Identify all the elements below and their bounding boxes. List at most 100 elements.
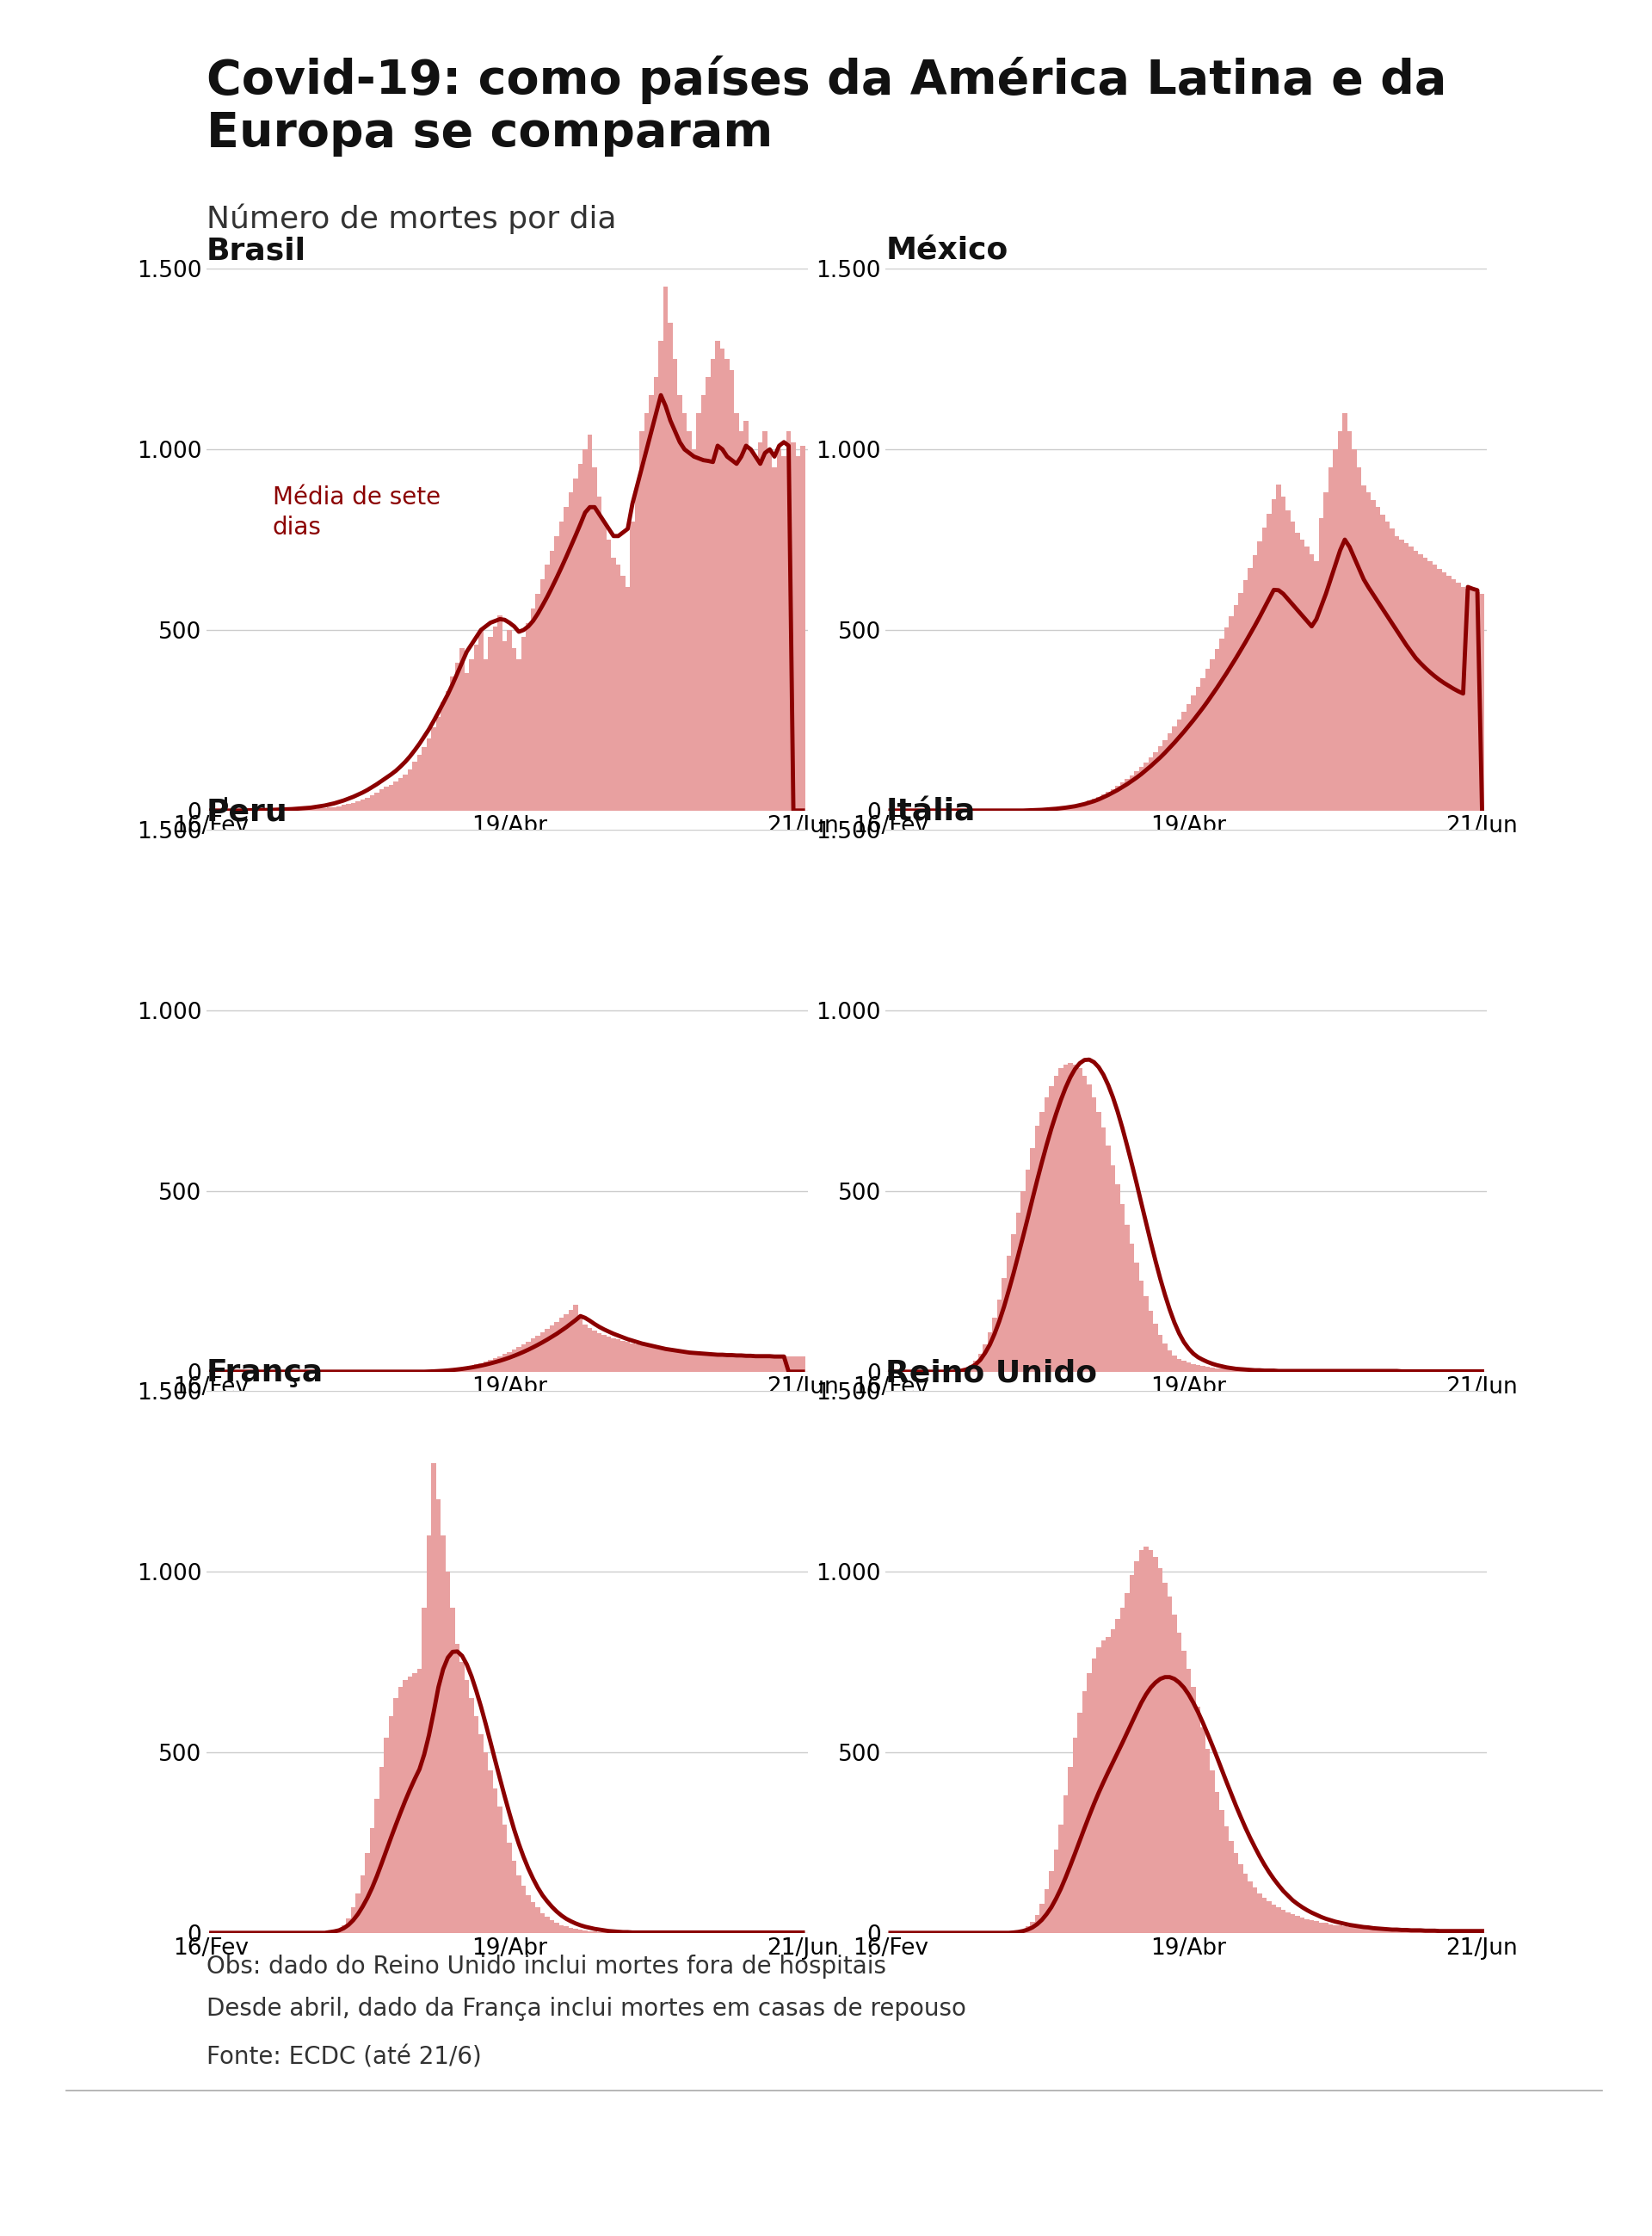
Bar — [1376, 1930, 1381, 1932]
Bar — [1031, 1147, 1034, 1371]
Bar — [767, 449, 771, 812]
Bar — [502, 1825, 507, 1932]
Bar — [781, 1355, 786, 1371]
Bar — [1006, 1257, 1011, 1371]
Bar — [1417, 555, 1422, 812]
Bar — [454, 1643, 459, 1932]
Text: Brasil: Brasil — [206, 237, 306, 266]
Bar — [1219, 1811, 1224, 1932]
Bar — [1242, 1874, 1247, 1932]
Bar — [763, 1355, 767, 1371]
Bar — [545, 1916, 550, 1932]
Bar — [507, 1842, 512, 1932]
Bar — [743, 1355, 748, 1371]
Bar — [375, 792, 380, 812]
Text: Fonte: ECDC (até 21/6): Fonte: ECDC (até 21/6) — [206, 2046, 482, 2068]
Bar — [451, 1608, 454, 1932]
Bar — [370, 1829, 375, 1932]
Bar — [555, 1923, 558, 1932]
Bar — [512, 1348, 517, 1371]
Bar — [1105, 792, 1110, 812]
Bar — [1171, 1355, 1176, 1371]
Bar — [1381, 1930, 1384, 1932]
Bar — [588, 1328, 591, 1371]
Bar — [1290, 521, 1295, 812]
Bar — [1361, 485, 1366, 812]
Bar — [1115, 1619, 1120, 1932]
Bar — [459, 648, 464, 812]
Bar — [1267, 1901, 1272, 1932]
Bar — [748, 449, 753, 812]
Bar — [1064, 807, 1067, 812]
Bar — [525, 1342, 530, 1371]
Bar — [454, 1368, 459, 1371]
Bar — [1280, 496, 1285, 812]
Bar — [1148, 1550, 1153, 1932]
Bar — [383, 787, 388, 812]
Bar — [710, 360, 715, 812]
Bar — [1427, 561, 1432, 812]
Bar — [786, 432, 791, 812]
Bar — [1130, 1243, 1135, 1371]
Bar — [1272, 499, 1277, 812]
Bar — [639, 432, 644, 812]
Bar — [1475, 593, 1480, 812]
Bar — [692, 449, 697, 812]
Bar — [1371, 1930, 1376, 1932]
Bar — [1460, 586, 1465, 812]
Bar — [1110, 1630, 1115, 1932]
Bar — [393, 783, 398, 812]
Bar — [659, 340, 662, 812]
Bar — [1067, 1062, 1072, 1371]
Bar — [403, 774, 408, 812]
Bar — [487, 1359, 492, 1371]
Bar — [1110, 1165, 1115, 1371]
Bar — [1163, 740, 1168, 812]
Bar — [469, 1366, 474, 1371]
Text: BBC: BBC — [1485, 2169, 1525, 2191]
Bar — [677, 396, 682, 812]
Bar — [1135, 1561, 1138, 1932]
Bar — [1054, 1849, 1059, 1932]
Bar — [1206, 669, 1209, 812]
Bar — [1346, 432, 1351, 812]
Bar — [342, 805, 347, 812]
Bar — [725, 360, 730, 812]
Bar — [563, 1927, 568, 1932]
Bar — [1049, 1872, 1054, 1932]
Bar — [1087, 1084, 1092, 1371]
Bar — [1115, 1185, 1120, 1371]
Bar — [1115, 787, 1120, 812]
Bar — [1092, 798, 1097, 812]
Bar — [1247, 1880, 1252, 1932]
Bar — [1072, 1064, 1077, 1371]
Bar — [1285, 510, 1290, 812]
Bar — [1323, 492, 1328, 812]
Bar — [596, 1333, 601, 1371]
Bar — [1310, 1921, 1313, 1932]
Bar — [360, 800, 365, 812]
Bar — [1262, 528, 1267, 812]
Bar — [1092, 1659, 1097, 1932]
Bar — [659, 1348, 662, 1371]
Bar — [573, 1930, 578, 1932]
Bar — [1224, 1368, 1229, 1371]
Bar — [1021, 1192, 1026, 1371]
Bar — [616, 566, 621, 812]
Bar — [1087, 800, 1092, 812]
Bar — [1082, 803, 1087, 812]
Bar — [654, 1348, 659, 1371]
Bar — [1313, 1921, 1318, 1932]
Bar — [583, 449, 588, 812]
Bar — [1295, 532, 1300, 812]
Bar — [606, 539, 611, 812]
Bar — [1328, 1925, 1333, 1932]
Bar — [535, 1335, 540, 1371]
Bar — [1310, 555, 1313, 812]
Bar — [474, 1717, 479, 1932]
Bar — [1077, 1713, 1082, 1932]
Bar — [682, 414, 687, 812]
Bar — [700, 396, 705, 812]
Bar — [464, 673, 469, 812]
Bar — [1125, 1594, 1130, 1932]
